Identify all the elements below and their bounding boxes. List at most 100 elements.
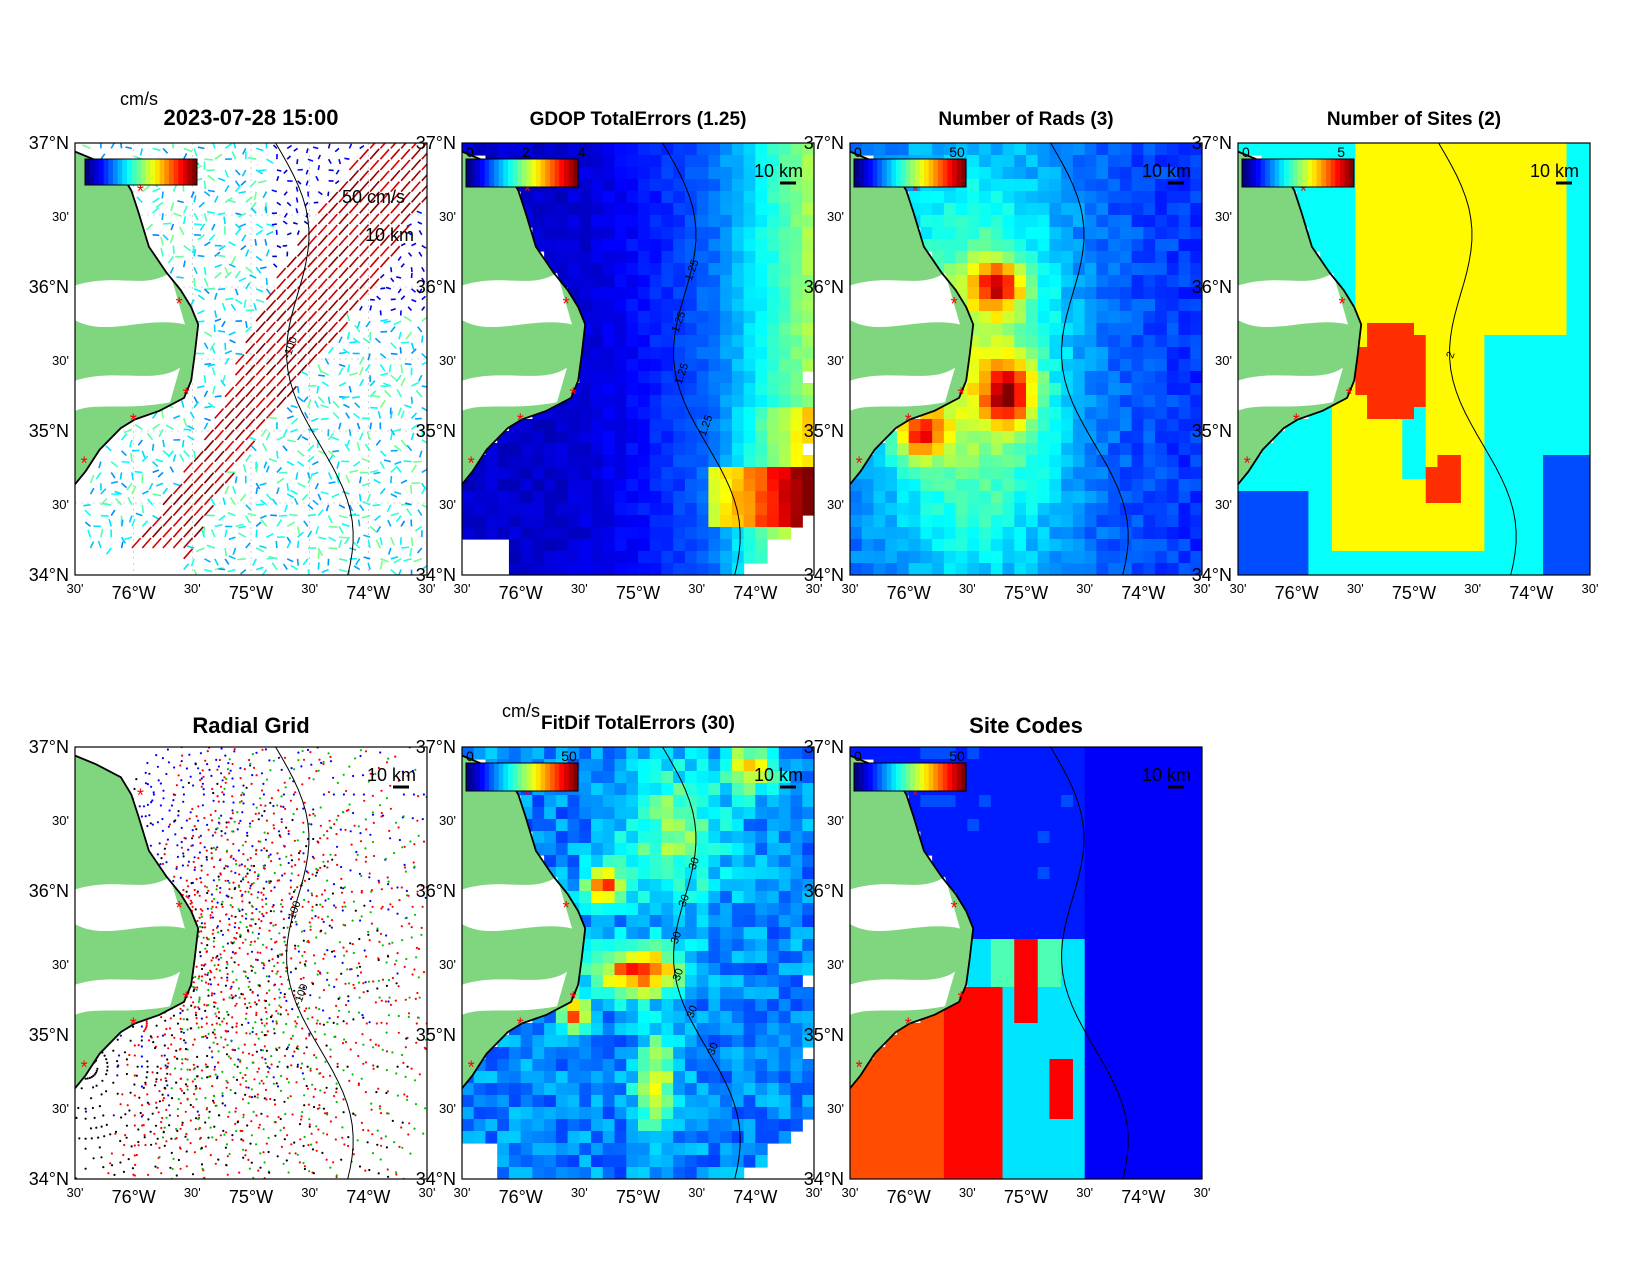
lon-tick-label: 30': [67, 581, 84, 596]
lat-tick-label: 30': [52, 957, 69, 972]
lon-tick-label: 74°W: [346, 1187, 390, 1207]
colorbar-tick-label: 0: [466, 748, 474, 764]
lon-tick-label: 76°W: [112, 1187, 156, 1207]
lon-tick-label: 30': [842, 1185, 859, 1200]
radar-site-marker: *: [130, 411, 137, 431]
lat-tick-label: 36°N: [804, 881, 844, 901]
radar-site-marker: *: [130, 1015, 137, 1035]
lon-tick-label: 76°W: [499, 1187, 543, 1207]
map-panel-radial: 100-100*****10 km37°N30'36°N30'35°N30'34…: [29, 713, 436, 1207]
colorbar-tick-label: 0: [1242, 144, 1250, 160]
radar-site-marker: *: [912, 182, 919, 202]
unit-label: cm/s: [120, 89, 158, 109]
lat-tick-label: 30': [52, 497, 69, 512]
lon-tick-label: 30': [301, 581, 318, 596]
radar-site-marker: *: [958, 989, 965, 1009]
lat-tick-label: 36°N: [29, 277, 69, 297]
lon-tick-label: 30': [688, 1185, 705, 1200]
panel-title: FitDif TotalErrors (30): [541, 713, 735, 734]
reference-vector-label: 50 cm/s: [342, 187, 405, 207]
lon-tick-label: 30': [1582, 581, 1599, 596]
radar-site-marker: *: [563, 294, 570, 314]
lon-tick-label: 74°W: [733, 1187, 777, 1207]
contour-label: 30: [685, 1004, 700, 1020]
colorbar-tick-label: 0: [466, 144, 474, 160]
lon-tick-label: 74°W: [1509, 583, 1553, 603]
lat-tick-label: 34°N: [804, 565, 844, 585]
lat-tick-label: 34°N: [1192, 565, 1232, 585]
map-frame: [1237, 142, 1591, 576]
panel-title: Site Codes: [969, 713, 1083, 738]
map-frame: [849, 142, 1203, 576]
lat-tick-label: 35°N: [804, 421, 844, 441]
contour-label: 2: [1444, 350, 1457, 360]
lon-tick-label: 75°W: [616, 583, 660, 603]
colorbar-tick-label: 4: [578, 144, 586, 160]
lat-tick-label: 30': [827, 813, 844, 828]
map-panel-vectors: -100*****50 cm/s10 km37°N30'36°N30'35°N3…: [29, 89, 436, 603]
radar-site-marker: *: [951, 898, 958, 918]
lon-tick-label: 74°W: [1121, 583, 1165, 603]
lat-tick-label: 30': [827, 209, 844, 224]
radar-site-marker: *: [176, 294, 183, 314]
lon-tick-label: 30': [1464, 581, 1481, 596]
contour-label: 30: [677, 893, 692, 909]
map-frame: [74, 142, 428, 576]
lon-tick-label: 74°W: [1121, 1187, 1165, 1207]
colorbar-tick-label: 5: [1337, 144, 1345, 160]
lat-tick-label: 36°N: [1192, 277, 1232, 297]
lat-tick-label: 36°N: [804, 277, 844, 297]
lat-tick-label: 37°N: [804, 737, 844, 757]
lat-tick-label: 37°N: [1192, 133, 1232, 153]
lat-tick-label: 30': [439, 353, 456, 368]
lon-tick-label: 30': [184, 581, 201, 596]
radar-site-marker: *: [912, 786, 919, 806]
lon-tick-label: 30': [301, 1185, 318, 1200]
radar-site-marker: *: [856, 454, 863, 474]
lon-tick-label: 30': [419, 581, 436, 596]
radar-site-marker: *: [517, 411, 524, 431]
contour-label: 30: [669, 930, 684, 946]
radar-site-marker: *: [183, 989, 190, 1009]
lat-tick-label: 37°N: [29, 133, 69, 153]
radar-site-marker: *: [1339, 294, 1346, 314]
colorbar: [84, 158, 198, 186]
colorbar-tick-label: 0: [854, 144, 862, 160]
lon-tick-label: 76°W: [887, 1187, 931, 1207]
lat-tick-label: 37°N: [804, 133, 844, 153]
colorbar-tick-label: 50: [561, 748, 577, 764]
radar-site-marker: *: [183, 385, 190, 405]
scale-bar: 10 km: [367, 765, 416, 789]
lat-tick-label: 30': [52, 353, 69, 368]
lon-tick-label: 30': [688, 581, 705, 596]
map-area: 30 30 30 30 30 30 * * * * * 0 50 10 km: [462, 747, 814, 1179]
lat-tick-label: 37°N: [29, 737, 69, 757]
lat-tick-label: 35°N: [1192, 421, 1232, 441]
colorbar: 0 2 4: [465, 144, 586, 188]
contour-label: 30: [687, 856, 702, 872]
radar-site-marker: *: [563, 898, 570, 918]
lon-tick-label: 30': [184, 1185, 201, 1200]
lon-tick-label: 30': [571, 581, 588, 596]
contour-label: 30: [671, 967, 686, 983]
lon-tick-label: 30': [959, 581, 976, 596]
lat-tick-label: 30': [439, 497, 456, 512]
map-panel-gdop: 1.251.251.251.25*****0 2 410 km37°N30'36°N…: [416, 109, 823, 603]
radar-site-marker: *: [856, 1058, 863, 1078]
lat-tick-label: 30': [52, 209, 69, 224]
lon-tick-label: 75°W: [1392, 583, 1436, 603]
radar-site-marker: *: [958, 385, 965, 405]
lat-tick-label: 30': [439, 1101, 456, 1116]
lat-tick-label: 30': [827, 353, 844, 368]
panel-title: Radial Grid: [192, 713, 309, 738]
lat-tick-label: 30': [52, 813, 69, 828]
scale-bar: 10 km: [754, 765, 803, 789]
lon-tick-label: 76°W: [887, 583, 931, 603]
lon-tick-label: 30': [454, 581, 471, 596]
lon-tick-label: 75°W: [616, 1187, 660, 1207]
radar-site-marker: *: [570, 989, 577, 1009]
radar-site-marker: *: [1346, 385, 1353, 405]
radar-site-marker: *: [1244, 454, 1251, 474]
